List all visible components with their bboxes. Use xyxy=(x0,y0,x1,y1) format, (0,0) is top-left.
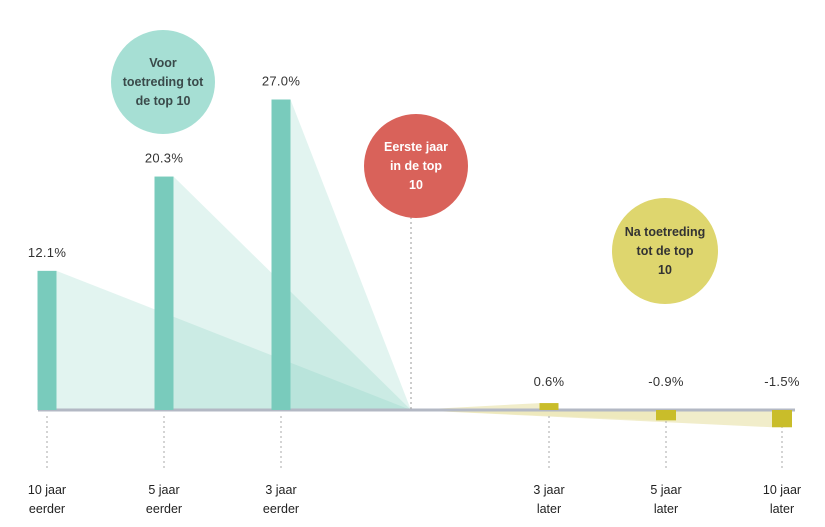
tick-label-0: 10 jaar eerder xyxy=(28,483,66,516)
bubbles: Voor toetreding tot de top 10 Eerste jaar in… xyxy=(111,30,718,304)
fan-before-1 xyxy=(173,176,411,410)
value-label-4: -0.9% xyxy=(648,374,684,389)
value-label-0: 12.1% xyxy=(28,245,67,260)
bubble-0 xyxy=(111,30,215,134)
tick-label-2: 3 jaar eerder xyxy=(263,483,299,516)
bars xyxy=(37,99,792,428)
tick-label-1: 5 jaar eerder xyxy=(146,483,182,516)
bubble-label-0: Voor toetreding tot de top 10 xyxy=(123,56,204,108)
tick-label-4: 5 jaar later xyxy=(650,483,681,516)
value-label-1: 20.3% xyxy=(145,151,184,166)
fan-after-3 xyxy=(411,403,559,410)
bubble-label-2: Na toetreding tot de top 10 xyxy=(625,225,706,277)
bar-2 xyxy=(271,99,291,410)
bubble-1 xyxy=(364,114,468,218)
bar-0 xyxy=(37,270,57,410)
tick-label-3: 3 jaar later xyxy=(533,483,564,516)
value-label-2: 27.0% xyxy=(262,74,301,89)
bubble-label-1: Eerste jaar in de top 10 xyxy=(384,140,448,192)
bar-5 xyxy=(772,410,792,428)
bar-3 xyxy=(539,403,559,410)
tick-label-5: 10 jaar later xyxy=(763,483,801,516)
value-label-5: -1.5% xyxy=(764,374,800,389)
fan-shapes xyxy=(56,99,792,428)
fan-before-2 xyxy=(290,99,411,410)
fan-after-4 xyxy=(411,410,676,421)
value-labels: 12.1% 20.3% 27.0% 0.6% -0.9% -1.5% xyxy=(28,74,800,390)
fan-after-5 xyxy=(411,410,792,428)
tick-labels: 10 jaar eerder 5 jaar eerder 3 jaar eerder 3 j… xyxy=(28,483,801,516)
bar-4 xyxy=(656,410,676,421)
value-label-3: 0.6% xyxy=(534,374,565,389)
fan-before-0 xyxy=(56,270,411,410)
bar-1 xyxy=(154,176,174,410)
bubble-2 xyxy=(612,198,718,304)
